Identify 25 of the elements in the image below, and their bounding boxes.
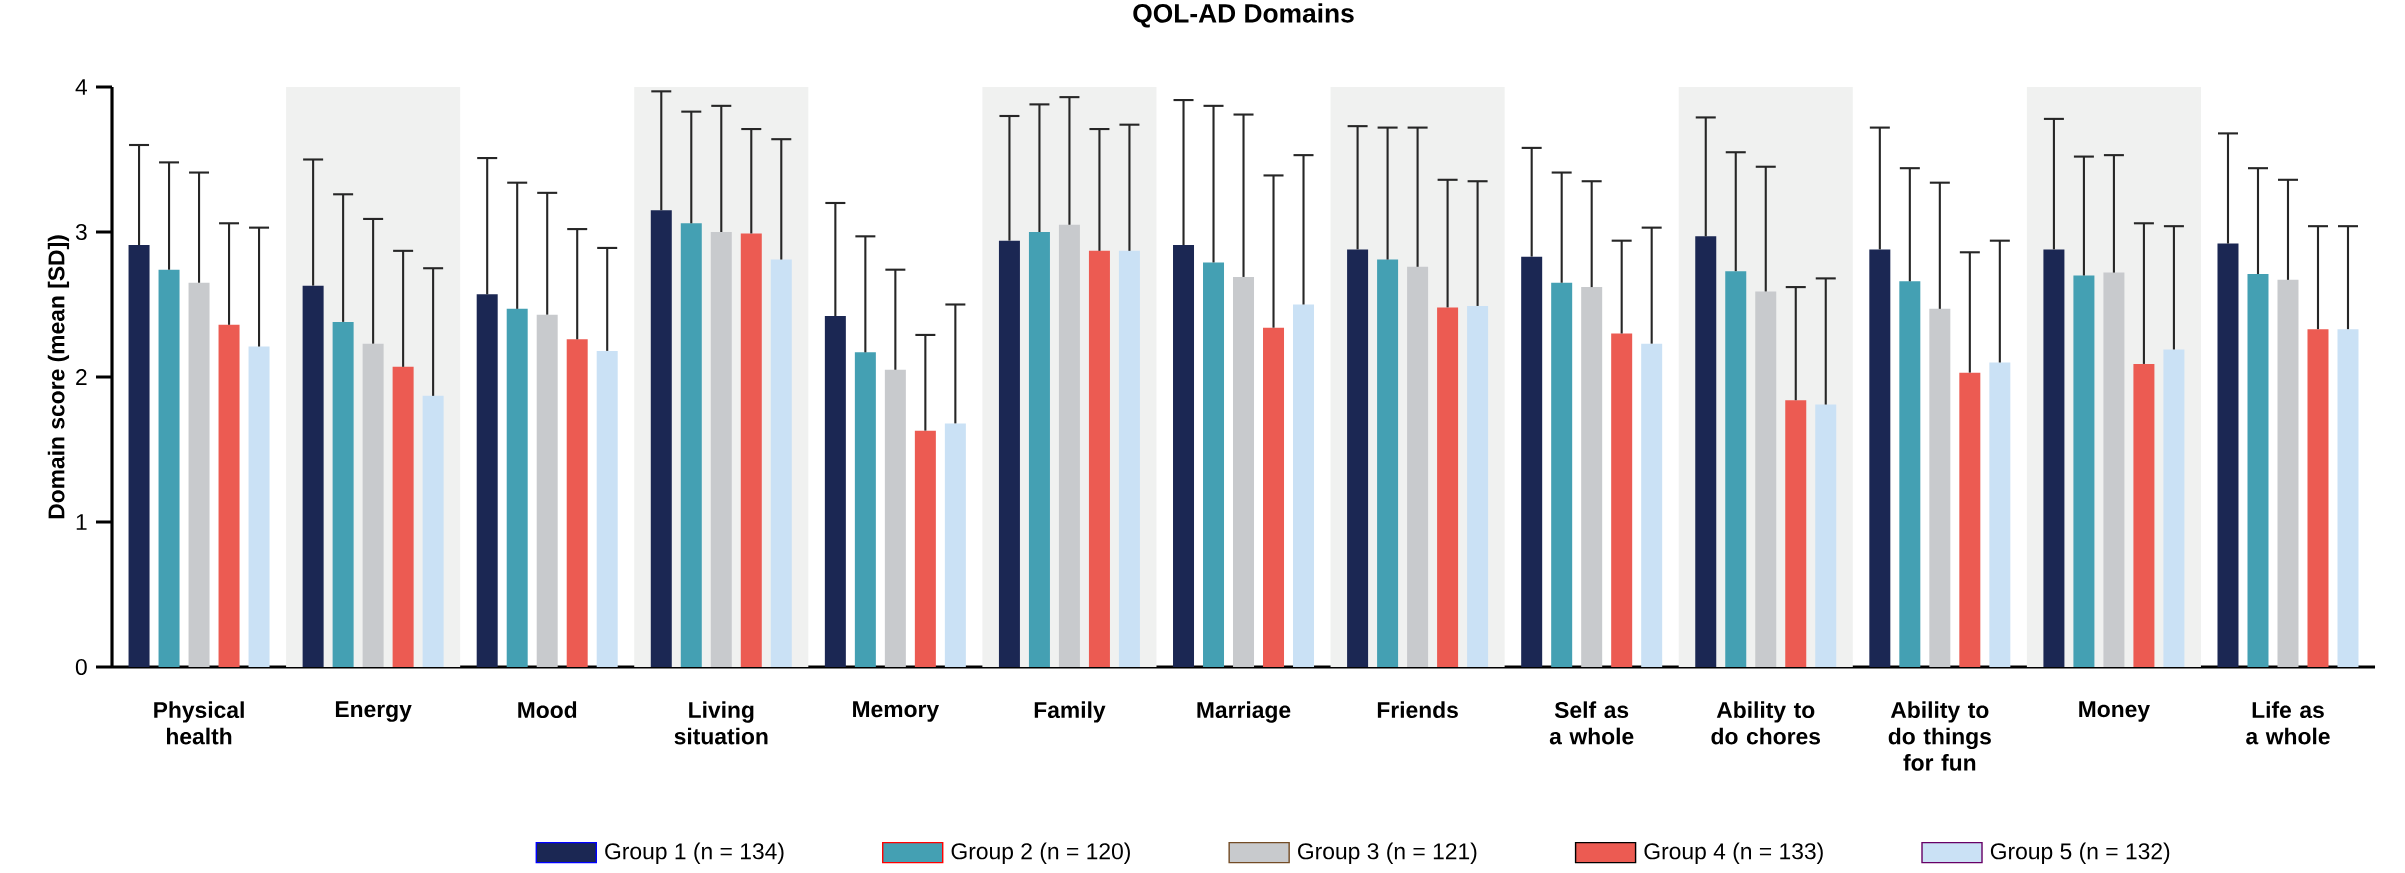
x-tick-label: Life as a whole xyxy=(2246,701,2330,745)
legend-label: Group 3 (n = 121) xyxy=(1298,842,1477,864)
legend-label: Group 1 (n = 134) xyxy=(605,842,784,864)
legend-label: Group 2 (n = 120) xyxy=(951,842,1130,864)
x-tick-label: Ability to do things for fun xyxy=(1888,701,1991,771)
y-tick-label: 0 xyxy=(75,658,87,676)
chart-title: QOL-AD Domains xyxy=(1133,3,1354,28)
y-axis-title: Domain score (mean [SD]) xyxy=(47,235,70,519)
x-tick-label: Mood xyxy=(518,701,577,719)
x-tick-label: Self as a whole xyxy=(1549,701,1634,745)
x-tick-label: Marriage xyxy=(1197,701,1291,723)
x-tick-label: Living situation xyxy=(674,701,768,745)
x-tick-label: Energy xyxy=(335,701,412,722)
x-tick-label: Ability to do chores xyxy=(1711,701,1821,745)
y-tick-label: 3 xyxy=(75,223,87,241)
x-tick-label: Family xyxy=(1034,701,1106,723)
x-tick-label: Memory xyxy=(853,701,940,722)
legend-label: Group 4 (n = 133) xyxy=(1644,842,1823,864)
y-tick-label: 1 xyxy=(76,514,87,530)
legend-label: Group 5 (n = 132) xyxy=(1990,842,2170,864)
x-tick-label: Friends xyxy=(1377,701,1458,719)
x-tick-label: Money xyxy=(2079,701,2150,722)
y-tick-label: 4 xyxy=(75,79,87,95)
y-tick-label: 2 xyxy=(76,369,87,385)
x-tick-label: Physical health xyxy=(154,701,244,745)
